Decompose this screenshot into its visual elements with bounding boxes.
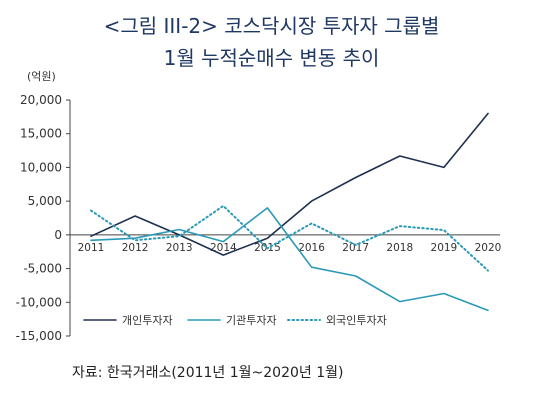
- legend-label-2: 기관투자자: [226, 314, 277, 327]
- y-tick-label: 20,000: [20, 93, 62, 107]
- x-tick-label: 2014: [210, 242, 237, 254]
- x-tick-label: 2012: [122, 242, 149, 254]
- y-tick-label: -15,000: [16, 329, 62, 343]
- x-tick-label: 2011: [78, 242, 105, 254]
- y-tick-label: 0: [54, 228, 62, 242]
- chart-title-line-2: 1월 누적순매수 변동 추이: [163, 46, 380, 70]
- legend-label-1: 개인투자자: [122, 314, 173, 327]
- x-tick-label: 2020: [475, 242, 502, 254]
- series-line-3: [90, 204, 489, 272]
- legend-label-3: 외국인투자자: [326, 314, 387, 327]
- x-tick-label: 2018: [386, 242, 413, 254]
- x-tick-label: 2013: [166, 242, 193, 254]
- y-tick-label: -5,000: [23, 262, 62, 276]
- y-tick-label: 15,000: [20, 127, 62, 141]
- x-tick-label: 2017: [342, 242, 369, 254]
- y-tick-label: 10,000: [20, 160, 62, 174]
- y-tick-label: -10,000: [16, 295, 62, 309]
- series-line-2: [90, 207, 489, 312]
- chart-title-line-1: <그림 III-2> 코스닥시장 투자자 그룹별: [103, 14, 440, 38]
- series-line-1: [90, 112, 489, 256]
- source-note: 자료: 한국거래소(2011년 1월~2020년 1월): [72, 365, 344, 381]
- x-tick-label: 2016: [298, 242, 325, 254]
- unit-label: (억원): [27, 70, 56, 83]
- x-tick-label: 2019: [431, 242, 458, 254]
- y-tick-label: 5,000: [28, 194, 62, 208]
